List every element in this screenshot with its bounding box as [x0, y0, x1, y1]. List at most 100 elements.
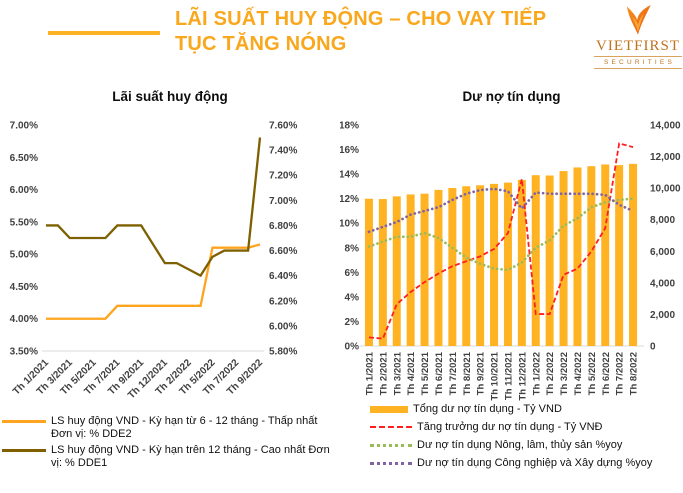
- series-line: [367, 197, 635, 272]
- legend-label: Tăng trưởng dư nợ tín dụng - Tỷ VNĐ: [417, 421, 603, 433]
- series-line: [368, 142, 634, 340]
- legend-label: LS huy động VND - Kỳ hạn trên 12 tháng -…: [51, 444, 330, 469]
- legend-label: Dư nợ tín dụng Công nghiệp và Xây dựng %…: [417, 457, 653, 469]
- x-tick-label: Th 7/2022: [615, 352, 626, 395]
- axis-tick-label: 7.40%: [269, 146, 297, 157]
- legend-swatch: [2, 420, 46, 423]
- axis-tick-label: 10,000: [650, 184, 681, 195]
- bar: [420, 193, 429, 346]
- bar: [476, 185, 485, 346]
- axis-tick-label: 4,000: [650, 278, 675, 289]
- bar: [434, 189, 443, 346]
- axis-tick-label: 6.00%: [269, 321, 297, 332]
- legend-label: LS huy động VND - Kỳ hạn từ 6 - 12 tháng…: [51, 415, 318, 440]
- axis-tick-label: 12%: [340, 194, 359, 205]
- bar: [378, 199, 387, 346]
- credit-chart-legend: Tổng dư nợ tín dụng - Tỷ VND Tăng trưởng …: [340, 403, 683, 470]
- axis-tick-label: 4.00%: [10, 314, 38, 325]
- axis-tick-label: 7.00%: [269, 196, 297, 207]
- x-tick-label: Th 2/2022: [545, 352, 556, 395]
- legend-item: LS huy động VND - Kỳ hạn từ 6 - 12 tháng…: [2, 415, 340, 441]
- axis-tick-label: 5.50%: [10, 217, 38, 228]
- x-tick-label: Th 9/2021: [476, 351, 487, 395]
- x-tick-label: Th 2/2021: [378, 351, 389, 395]
- legend-swatch: [370, 462, 412, 465]
- x-tick-label: Th 5/2021: [420, 351, 431, 395]
- axis-tick-label: 7.00%: [10, 121, 38, 132]
- axis-tick-label: 0: [650, 342, 656, 353]
- axis-tick-label: 10%: [340, 219, 359, 230]
- x-tick-label: Th 8/2022: [629, 352, 640, 395]
- axis-tick-label: 4%: [345, 292, 360, 303]
- x-tick-label: Th 7/2021: [448, 351, 459, 395]
- legend-swatch: [370, 406, 408, 413]
- credit-chart-title: Dư nợ tín dụng: [462, 89, 561, 104]
- axis-tick-label: 6.00%: [10, 185, 38, 196]
- bar: [601, 164, 610, 346]
- legend-swatch: [2, 449, 46, 452]
- legend-item: Tăng trưởng dư nợ tín dụng - Tỷ VNĐ: [370, 421, 683, 434]
- x-tick-label: Th 3/2021: [392, 351, 403, 395]
- series-line: [46, 137, 262, 278]
- axis-tick-label: 3.50%: [10, 347, 38, 358]
- axis-tick-label: 6,000: [650, 247, 675, 258]
- deposit-rate-chart-svg: 7.00% 6.50% 6.00% 5.50% 5.00% 4.50% 4.00% 3.50%…: [10, 121, 298, 402]
- series-line: [367, 187, 635, 234]
- bar: [406, 194, 415, 346]
- axis-tick-label: 5.00%: [10, 250, 38, 261]
- x-tick-label: Th 5/2022: [587, 352, 598, 395]
- bar: [392, 196, 401, 346]
- legend-label: Dư nợ tín dụng Nông, lâm, thủy sản %yoy: [417, 439, 623, 451]
- x-tick-label: Th 8/2021: [462, 351, 473, 395]
- bar: [364, 198, 373, 346]
- page-title-line1: LÃI SUẤT HUY ĐỘNG – CHO VAY TIẾP: [175, 8, 547, 30]
- x-tick-label: Th 11/2021: [503, 351, 514, 400]
- axis-tick-label: 7.20%: [269, 171, 297, 182]
- axis-tick-label: 16%: [340, 145, 359, 156]
- axis-tick-label: 0%: [345, 342, 360, 353]
- bar: [545, 175, 554, 346]
- logo-brand-text: VIETFIRST: [594, 38, 682, 57]
- axis-tick-label: 18%: [340, 121, 359, 132]
- x-tick-label: Th 1/2022: [531, 352, 542, 395]
- x-tick-label: Th 12/2021: [517, 351, 528, 400]
- x-tick-label: Th 3/2022: [559, 352, 570, 395]
- bar: [629, 163, 638, 346]
- logo-tagline-text: SECURITIES: [594, 57, 682, 69]
- axis-tick-label: 8,000: [650, 215, 675, 226]
- credit-chart-svg: 18% 16% 14% 12% 10% 8% 6% 4% 2% 0% 14,000 12,000 10,…: [340, 121, 681, 401]
- bar: [462, 186, 471, 346]
- deposit-rate-chart-panel: Lãi suất huy động 7.00% 6.50% 6.00% 5.50% 5.…: [0, 85, 340, 493]
- deposit-rate-chart-title: Lãi suất huy động: [112, 89, 228, 104]
- x-tick-label: Th 6/2022: [601, 352, 612, 395]
- axis-tick-label: 5.80%: [269, 347, 297, 358]
- page-title-line2: TỤC TĂNG NÓNG: [175, 33, 347, 55]
- axis-tick-label: 2,000: [650, 310, 675, 321]
- x-tick-label: Th 4/2022: [573, 352, 584, 395]
- x-tick-label: Th 4/2021: [406, 351, 417, 395]
- legend-item: Dư nợ tín dụng Nông, lâm, thủy sản %yoy: [370, 439, 683, 452]
- bar: [531, 175, 540, 346]
- axis-tick-label: 6.40%: [269, 271, 297, 282]
- axis-tick-label: 6.80%: [269, 221, 297, 232]
- legend-swatch: [370, 444, 412, 447]
- series-line: [46, 243, 261, 320]
- bar: [559, 171, 568, 346]
- axis-tick-label: 14%: [340, 170, 359, 181]
- bar: [615, 165, 624, 346]
- bar: [587, 166, 596, 346]
- credit-chart-panel: Dư nợ tín dụng 18% 16% 14% 12% 10% 8% 6% 4% 2% 0%…: [340, 85, 683, 493]
- x-tick-label: Th 1/2021: [364, 351, 375, 395]
- legend-label: Tổng dư nợ tín dụng - Tỷ VND: [413, 403, 562, 415]
- x-tick-label: Th 6/2021: [434, 351, 445, 395]
- deposit-rate-chart-legend: LS huy động VND - Kỳ hạn từ 6 - 12 tháng…: [0, 415, 340, 470]
- axis-tick-label: 12,000: [650, 152, 681, 163]
- x-tick-label: Th 10/2021: [490, 351, 501, 400]
- axis-tick-label: 6.20%: [269, 296, 297, 307]
- axis-tick-label: 7.60%: [269, 121, 297, 132]
- axis-tick-label: 6.50%: [10, 153, 38, 164]
- header-accent-rule: [48, 31, 160, 35]
- axis-tick-label: 6.60%: [269, 246, 297, 257]
- legend-item: LS huy động VND - Kỳ hạn trên 12 tháng -…: [2, 444, 340, 470]
